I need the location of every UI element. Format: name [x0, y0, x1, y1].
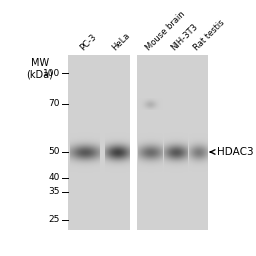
Text: MW
(kDa): MW (kDa) [27, 58, 54, 80]
Text: HeLa: HeLa [111, 30, 132, 52]
Text: 70: 70 [48, 100, 60, 109]
Text: HDAC3: HDAC3 [217, 147, 254, 157]
Text: NIH-3T3: NIH-3T3 [170, 22, 200, 52]
Text: 40: 40 [49, 174, 60, 183]
Text: PC-3: PC-3 [79, 32, 99, 52]
Text: Rat testis: Rat testis [192, 18, 226, 52]
Text: 35: 35 [48, 187, 60, 197]
Text: 25: 25 [49, 216, 60, 225]
Text: Mouse brain: Mouse brain [144, 9, 187, 52]
Text: 50: 50 [48, 147, 60, 156]
Text: 100: 100 [43, 69, 60, 78]
